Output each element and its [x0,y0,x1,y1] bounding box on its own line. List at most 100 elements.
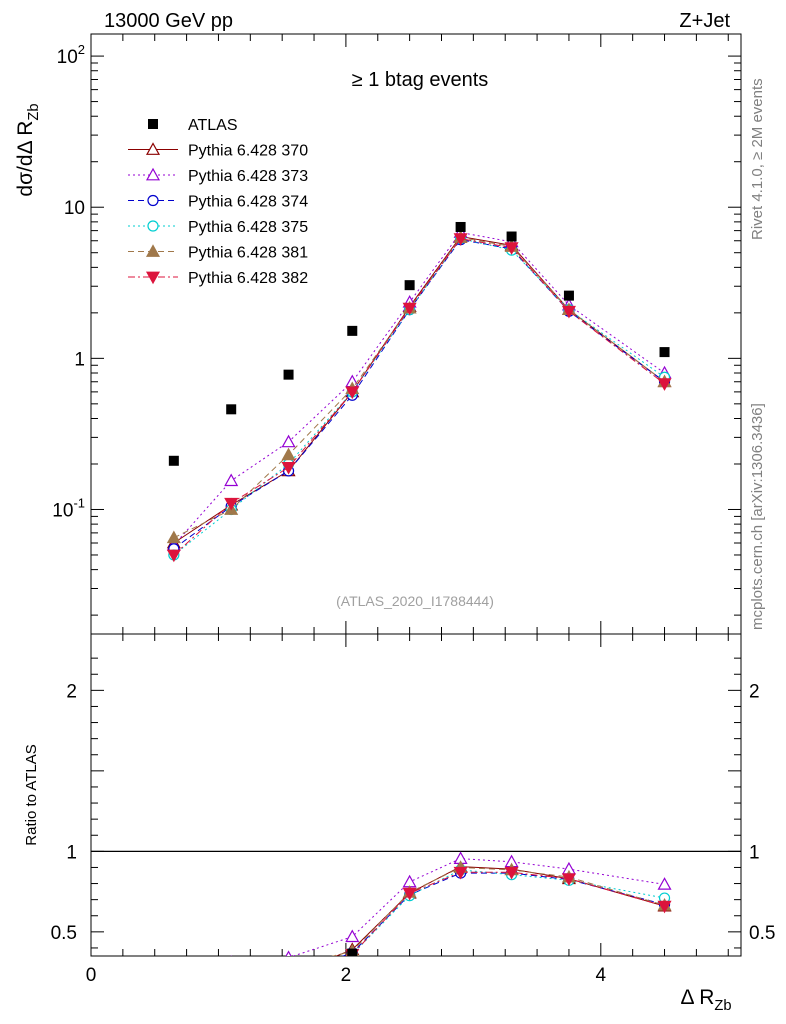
series-374-ratio-point [226,970,236,980]
series-370-ratio-line [335,866,665,956]
series-382-ratio-point [168,967,180,978]
legend-entry: Pythia 6.428 373 [128,167,308,185]
series-382-point [402,302,417,316]
label-subscript: Zb [714,998,731,1014]
main-ytick-label: 1 [74,349,85,370]
ratio-ytick-label: 0.5 [51,923,77,944]
legend: ATLAS Pythia 6.428 370 Pythia 6.428 373 Pyt… [128,117,308,287]
legend-label: Pythia 6.428 381 [188,245,308,262]
series-374-ratio-point [169,964,179,974]
series-382-ratio-point [657,900,672,914]
series-375-ratio-point [284,969,294,979]
main-ytick-label: 102 [57,42,85,68]
series-373-ratio-point [657,877,672,890]
series-373-ratio-line [291,858,665,956]
legend-label: Pythia 6.428 374 [188,194,308,211]
series-382-ratio-point [402,887,417,901]
ratio-axis-ticks: 0.5 0.5 1 1 2 2 0 2 4 [51,634,775,986]
legend-entry: ATLAS [148,117,238,134]
ratio-ytick-label-right: 0.5 [749,923,775,944]
series-381-point [166,530,181,544]
axis-label-text: Δ RZb [680,986,731,1014]
series-382-ratio-point [504,866,519,880]
series-373-ratio-point [230,955,232,956]
ratio-frame [90,633,742,957]
series-370-ratio-point [168,960,180,971]
xtick-label: 0 [86,965,97,986]
atlas-point [283,369,294,380]
series-382-point [166,549,181,563]
atlas-point [455,221,466,232]
atlas-point [506,231,517,242]
process-label: Z+Jet [679,10,730,32]
ytick-exponent: -1 [73,495,85,510]
legend-entry: Pythia 6.428 374 [128,194,308,211]
ratio-ytick-label: 2 [66,681,77,702]
legend-marker [147,194,159,207]
ratio-series-layer [168,851,672,982]
series-382-point [224,497,239,511]
series-382-ratio-point [283,967,295,978]
series-373-ratio-point [402,874,417,888]
legend-label: Pythia 6.428 375 [188,219,308,236]
legend-entry: Pythia 6.428 370 [128,142,308,160]
ytick-base: 10 [57,47,78,68]
series-381-ratio-line [331,866,665,956]
legend-entry: Pythia 6.428 375 [128,219,308,236]
label-main: Δ R [680,986,714,1009]
series-370-ratio-point [225,969,237,980]
series-381-point [281,447,296,461]
xtick-label: 4 [596,965,607,986]
legend-marker [145,244,161,257]
label-subscript: Zb [26,103,42,120]
axis-label-text: dσ/dΔ RZb [14,103,42,196]
label-main: dσ/dΔ R [14,121,37,197]
legend-label: ATLAS [188,117,238,134]
atlas-point [563,290,574,301]
xtick-label: 2 [341,965,352,986]
series-382-ratio-point [225,969,237,980]
legend-marker [145,271,161,285]
legend-marker [145,167,161,181]
mcplots-label: mcplots.cern.ch [arXiv:1306.3436] [749,403,766,630]
series-381-ratio-point [225,971,237,982]
main-series-layer [166,225,672,563]
energy-label: 13000 GeV pp [104,10,233,32]
watermark: (ATLAS_2020_I1788444) [336,593,494,609]
atlas-point [347,325,358,336]
series-382-ratio-point [453,866,468,880]
series-382-point [453,233,468,246]
series-375-ratio-point [169,967,179,977]
ytick-base: 10 [52,500,73,521]
atlas-point [168,455,179,466]
series-373-ratio-point [345,929,360,943]
series-375-ratio-point [226,970,236,980]
series-381-ratio-point [168,958,180,969]
legend-marker [148,119,158,129]
x-axis-label: Δ RZb [680,986,731,1014]
legend-label: Pythia 6.428 370 [188,143,308,160]
ratio-ytick-label: 1 [66,842,77,863]
atlas-point [404,280,415,291]
series-373-ratio-point [285,950,292,956]
ratio-ytick-label-right: 1 [749,842,760,863]
legend-marker [145,142,161,155]
series-382-point [345,386,360,400]
atlas-ratio-point [347,948,358,956]
atlas-point [659,347,670,358]
legend-entry: Pythia 6.428 382 [128,270,308,287]
series-381-ratio-point [283,961,295,972]
series-382-point [657,378,672,391]
ratio-panel: 0.5 0.5 1 1 2 2 0 2 4 Ratio to ATLAS [23,633,775,986]
atlas-data-layer [168,221,670,466]
legend-label: Pythia 6.428 382 [188,270,308,287]
series-382-point [281,461,296,475]
ratio-ytick-label-right: 2 [749,681,760,702]
legend-label: Pythia 6.428 373 [188,168,308,185]
series-373-point [224,473,239,487]
series-382-ratio-line [344,871,665,956]
series-370-ratio-point [283,969,295,980]
